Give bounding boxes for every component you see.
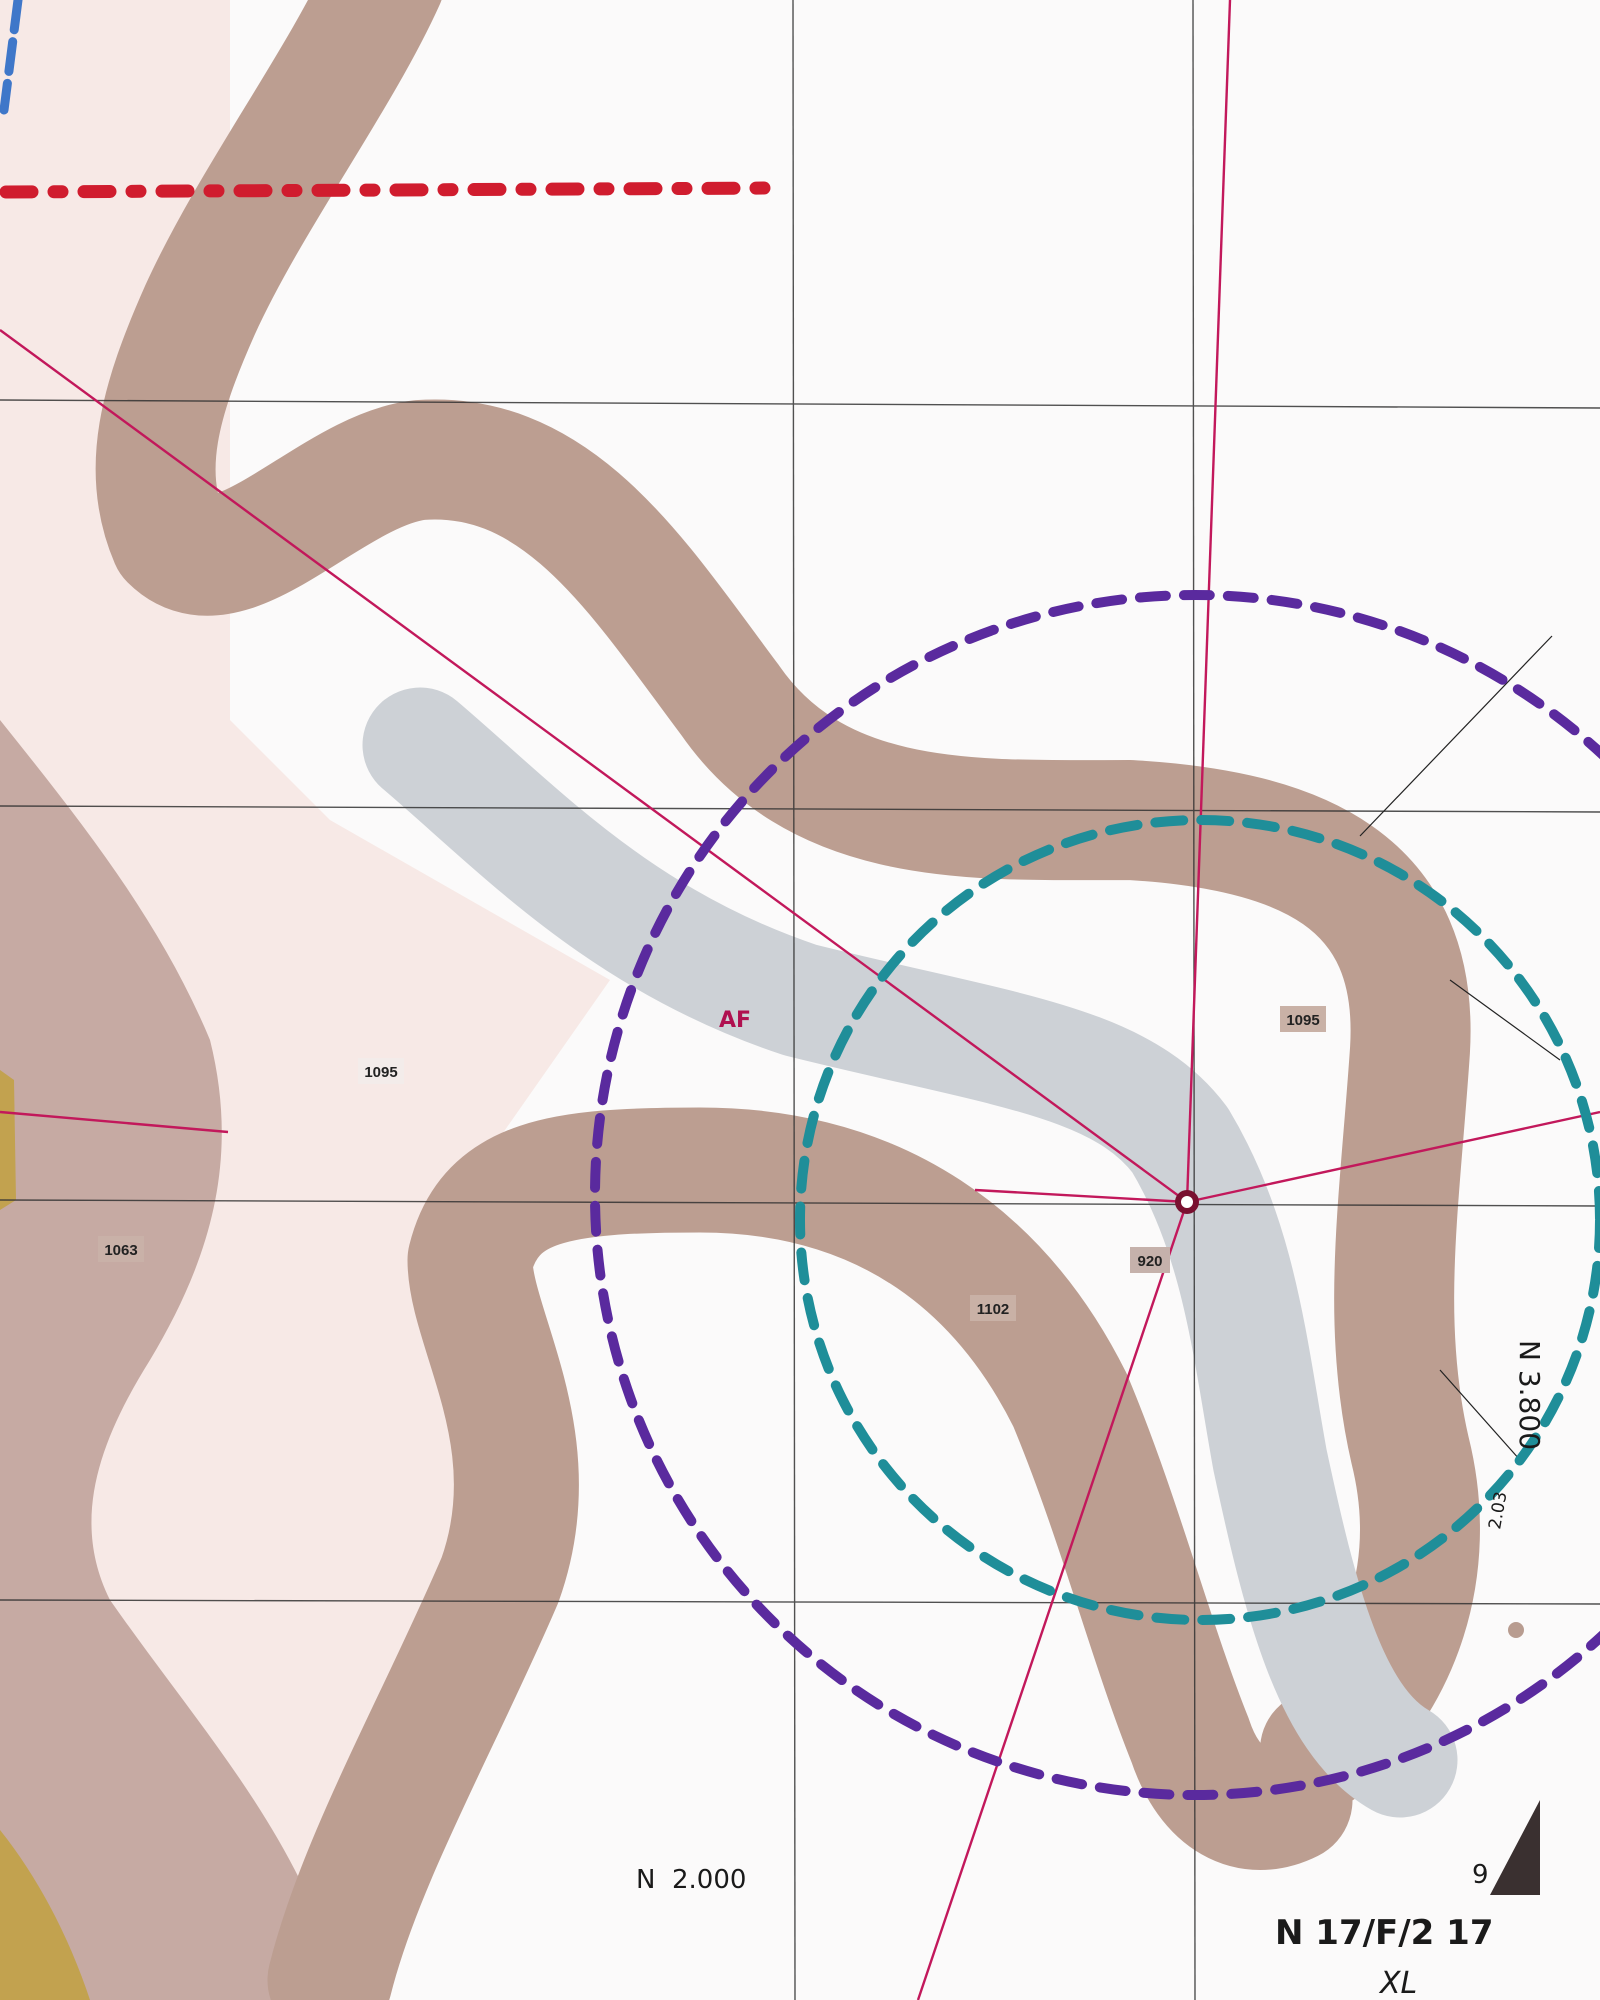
zone-code-label: AF: [719, 1008, 751, 1033]
channel-area: [362, 687, 1458, 1818]
northing-bottom: N 2.000: [636, 1865, 746, 1895]
area-label-far-left: 1063: [104, 1242, 137, 1259]
upper-band: [95, 0, 1480, 1810]
blue-edge-mark: [0, 0, 23, 115]
survey-line-northwest: [0, 329, 1188, 1203]
grid-vertical-1: [792, 0, 796, 2000]
grid-horizontal-1: [0, 399, 1600, 409]
construction-line-1: [1359, 635, 1553, 837]
annotations: N 2.000 N 3.800 2.03 9 N 17/F/2 17 XL: [636, 1340, 1546, 2000]
gold-corner-area: [0, 1830, 90, 2000]
survey-line-north: [1185, 0, 1232, 1203]
initials-mark: XL: [1378, 1966, 1417, 2000]
area-label-right: 1095: [1286, 1012, 1319, 1029]
area-label-lower: 1102: [977, 1301, 1010, 1318]
label-box-far-left: [98, 1236, 144, 1262]
construction-lines: [1359, 635, 1561, 1461]
grid-horizontal-2: [0, 805, 1600, 813]
left-zone-area: [0, 720, 330, 2000]
survey-line-left: [0, 1110, 229, 1134]
boundary-dash-line: [0, 181, 779, 199]
gold-left-edge: [0, 1070, 16, 1210]
inner-buffer-circle: [795, 815, 1600, 1625]
area-label-center: 920: [1137, 1253, 1162, 1270]
survey-point-inner: [1181, 1196, 1193, 1208]
small-dot-mark: [1508, 1622, 1524, 1638]
grid-horizontal-4: [0, 1599, 1600, 1605]
survey-line-east: [1186, 1110, 1600, 1204]
corner-dark-mark: [1490, 1800, 1540, 1895]
survey-line-southwest: [916, 1201, 1189, 2000]
label-box-left: [358, 1058, 404, 1084]
northing-right: N 3.800: [1513, 1340, 1546, 1450]
survey-line-west: [974, 1188, 1188, 1204]
corner-digit: 9: [1472, 1860, 1489, 1890]
lower-band: [267, 1107, 1353, 2000]
survey-point: [1175, 1190, 1199, 1214]
label-box-right: [1280, 1006, 1326, 1032]
construction-line-2: [1449, 979, 1561, 1061]
label-box-lower: [970, 1295, 1016, 1321]
date-mark: N 17/F/2 17: [1275, 1913, 1493, 1953]
outer-buffer-circle: [590, 590, 1600, 1800]
area-label-left: 1095: [364, 1064, 397, 1081]
construction-line-3: [1439, 1369, 1521, 1461]
area-labels: 1095 1095 1063 1102 920 AF: [98, 1006, 1326, 1321]
label-box-center: [1130, 1247, 1170, 1273]
